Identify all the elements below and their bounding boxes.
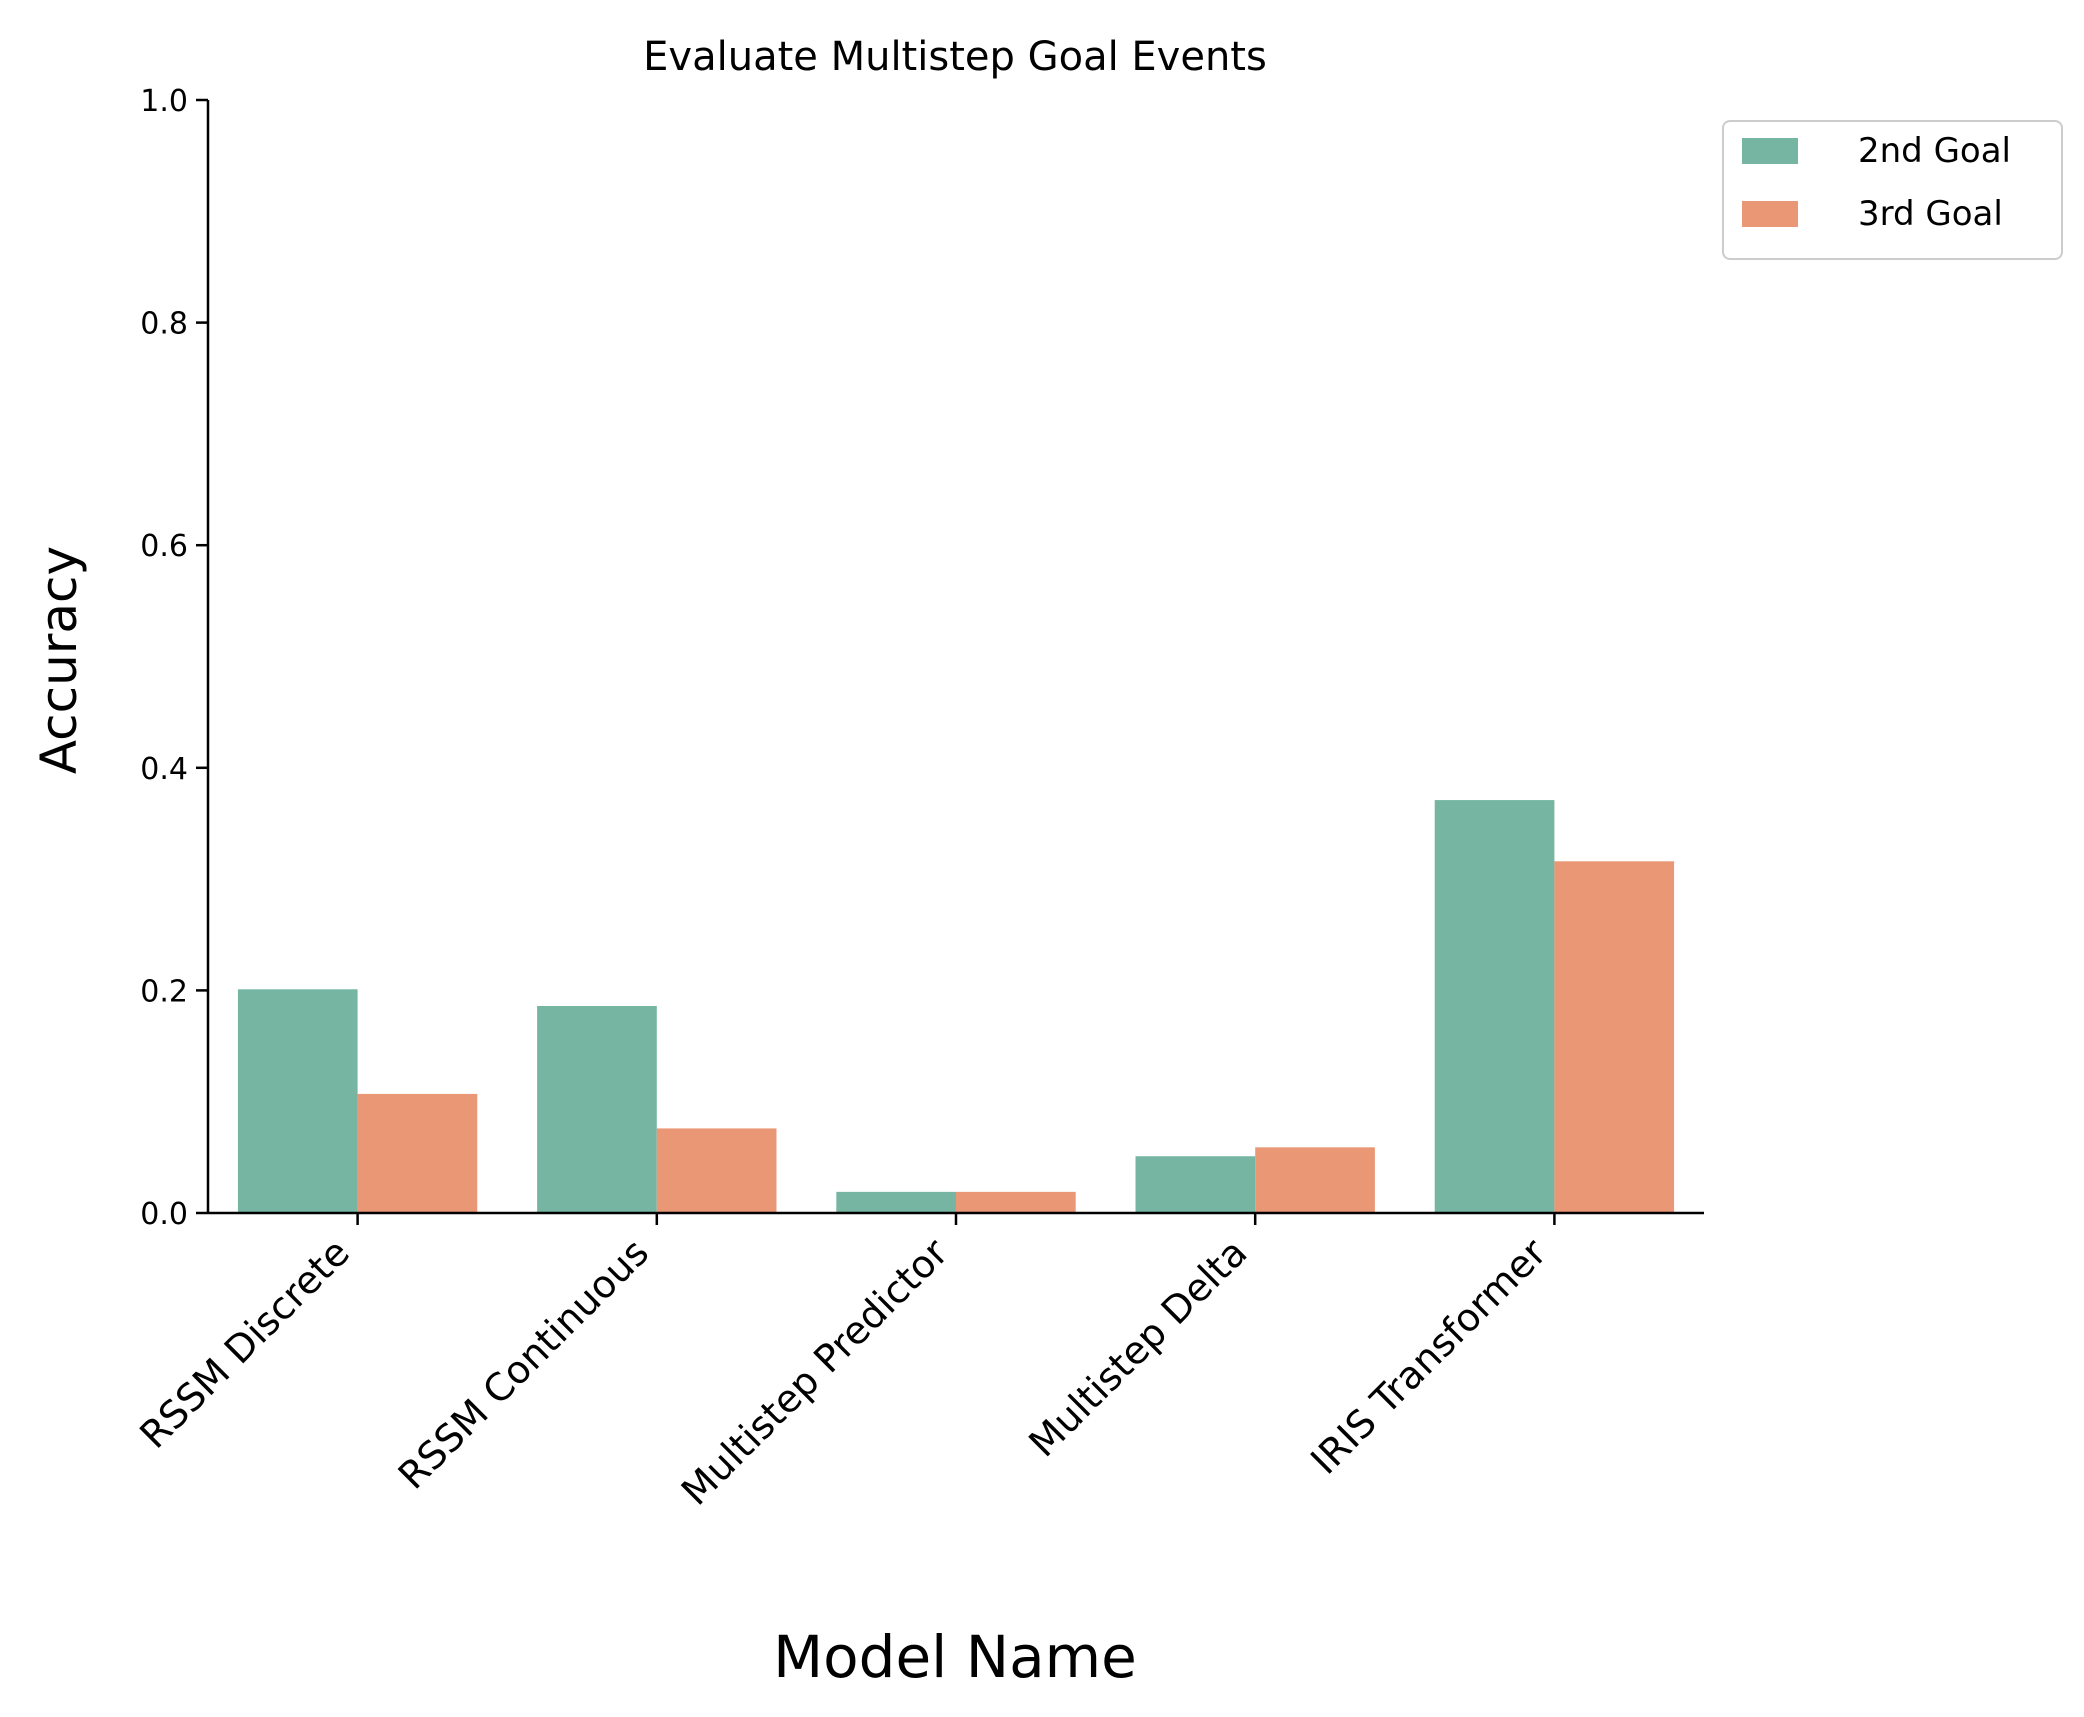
x-tick-label: Multistep Predictor — [673, 1230, 957, 1514]
legend-label: 2nd Goal — [1858, 131, 2011, 171]
y-tick-label: 0.4 — [140, 752, 188, 787]
y-tick-label: 0.8 — [140, 307, 188, 342]
y-tick-label: 0.2 — [140, 974, 188, 1009]
y-tick-label: 0.0 — [140, 1197, 188, 1232]
legend-label: 3rd Goal — [1858, 194, 2003, 234]
bar-1-2 — [537, 1005, 657, 1213]
bar-1-3 — [836, 1191, 956, 1213]
bar-1-4 — [1135, 1156, 1256, 1213]
x-ticks-group: RSSM Discrete RSSM Continuous Multistep Pr… — [131, 1213, 1556, 1514]
bar-2-3 — [956, 1191, 1076, 1213]
x-tick-label: Multistep Delta — [1020, 1230, 1255, 1465]
legend-swatch — [1742, 138, 1798, 164]
legend: 2nd Goal 3rd Goal — [1722, 120, 2063, 260]
bar-1-1 — [237, 989, 358, 1213]
y-ticks-group: 0.0 0.2 0.4 0.6 0.8 1.0 — [140, 84, 208, 1232]
bar-2-1 — [357, 1093, 478, 1213]
x-tick-label: IRIS Transformer — [1302, 1230, 1555, 1483]
y-tick-label: 0.6 — [140, 529, 188, 564]
bar-1-5 — [1434, 800, 1555, 1213]
chart-title: Evaluate Multistep Goal Events — [643, 34, 1267, 80]
y-axis-label: Accuracy — [30, 546, 88, 774]
legend-frame — [1722, 120, 2063, 260]
bar-2-4 — [1255, 1147, 1375, 1213]
x-tick-label: RSSM Discrete — [131, 1230, 358, 1457]
x-axis-label: Model Name — [773, 1623, 1137, 1691]
bar-2-2 — [656, 1128, 777, 1213]
x-tick-label: RSSM Continuous — [390, 1230, 657, 1497]
bar-2-5 — [1554, 861, 1675, 1213]
bars-group — [237, 800, 1675, 1213]
y-tick-label: 1.0 — [140, 84, 188, 119]
legend-swatch — [1742, 201, 1798, 227]
